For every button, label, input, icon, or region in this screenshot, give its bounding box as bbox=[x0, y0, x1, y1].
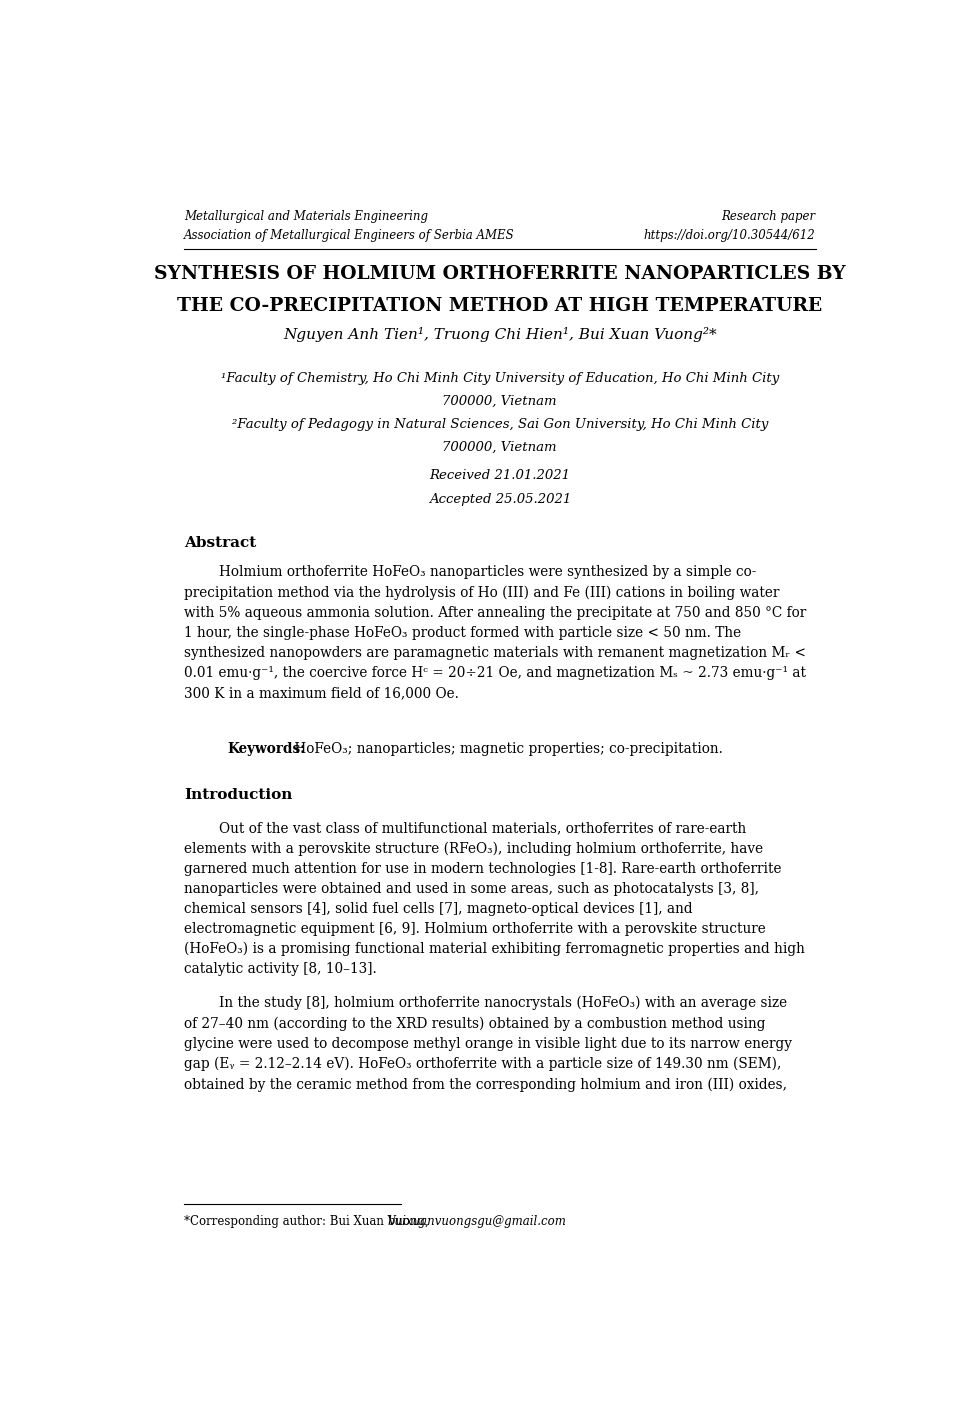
Text: Introduction: Introduction bbox=[184, 788, 292, 803]
Text: buixuanvuongsgu@gmail.com: buixuanvuongsgu@gmail.com bbox=[388, 1215, 566, 1228]
Text: Out of the vast class of multifunctional materials, orthoferrites of rare-earth
: Out of the vast class of multifunctional… bbox=[184, 821, 804, 977]
Text: In the study [8], holmium orthoferrite nanocrystals (HoFeO₃) with an average siz: In the study [8], holmium orthoferrite n… bbox=[184, 995, 792, 1092]
Text: Holmium orthoferrite HoFeO₃ nanoparticles were synthesized by a simple co-
preci: Holmium orthoferrite HoFeO₃ nanoparticle… bbox=[184, 566, 806, 700]
Text: *Corresponding author: Bui Xuan Vuong,: *Corresponding author: Bui Xuan Vuong, bbox=[184, 1215, 432, 1228]
Text: Received 21.01.2021: Received 21.01.2021 bbox=[429, 469, 570, 482]
Text: Abstract: Abstract bbox=[184, 536, 256, 550]
Text: Accepted 25.05.2021: Accepted 25.05.2021 bbox=[429, 493, 570, 506]
Text: SYNTHESIS OF HOLMIUM ORTHOFERRITE NANOPARTICLES BY: SYNTHESIS OF HOLMIUM ORTHOFERRITE NANOPA… bbox=[154, 265, 845, 282]
Text: Research paper: Research paper bbox=[722, 210, 815, 223]
Text: Association of Metallurgical Engineers of Serbia AMES: Association of Metallurgical Engineers o… bbox=[184, 230, 515, 242]
Text: Nguyen Anh Tien¹, Truong Chi Hien¹, Bui Xuan Vuong²*: Nguyen Anh Tien¹, Truong Chi Hien¹, Bui … bbox=[283, 326, 717, 342]
Text: Keywords:: Keywords: bbox=[228, 742, 306, 756]
Text: Metallurgical and Materials Engineering: Metallurgical and Materials Engineering bbox=[184, 210, 428, 223]
Text: ²Faculty of Pedagogy in Natural Sciences, Sai Gon University, Ho Chi Minh City: ²Faculty of Pedagogy in Natural Sciences… bbox=[231, 418, 768, 431]
Text: HoFeO₃; nanoparticles; magnetic properties; co-precipitation.: HoFeO₃; nanoparticles; magnetic properti… bbox=[290, 742, 722, 756]
Text: 700000, Vietnam: 700000, Vietnam bbox=[443, 441, 557, 454]
Text: ¹Faculty of Chemistry, Ho Chi Minh City University of Education, Ho Chi Minh Cit: ¹Faculty of Chemistry, Ho Chi Minh City … bbox=[220, 373, 779, 386]
Text: 700000, Vietnam: 700000, Vietnam bbox=[443, 396, 557, 408]
Text: https://doi.org/10.30544/612: https://doi.org/10.30544/612 bbox=[644, 230, 815, 242]
Text: THE CO-PRECIPITATION METHOD AT HIGH TEMPERATURE: THE CO-PRECIPITATION METHOD AT HIGH TEMP… bbox=[177, 298, 822, 315]
